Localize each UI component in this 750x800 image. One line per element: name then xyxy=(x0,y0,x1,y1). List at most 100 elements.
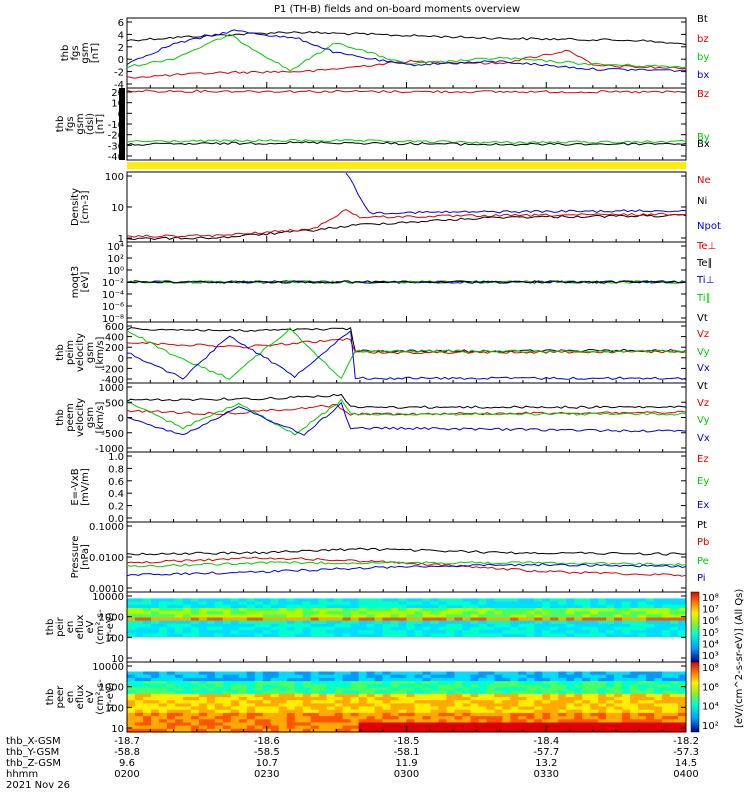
spectrogram-cell xyxy=(278,674,288,679)
spectrogram-cell xyxy=(606,697,615,701)
spectrogram-cell xyxy=(398,693,407,698)
spectrogram-cell xyxy=(270,703,280,708)
spectrogram-cell xyxy=(326,725,336,730)
spectrogram-cell xyxy=(462,671,471,676)
spectrogram-cell xyxy=(454,681,463,685)
spectrogram-cell xyxy=(486,674,495,679)
spectrogram-cell xyxy=(326,623,336,628)
spectrogram-cell xyxy=(638,690,647,695)
spectrogram-cell xyxy=(151,620,160,625)
spectrogram-cell xyxy=(262,709,272,714)
spectrogram-cell xyxy=(151,681,160,685)
spectrogram-cell xyxy=(622,700,631,704)
spectrogram-cell xyxy=(502,697,511,701)
spectrogram-cell xyxy=(494,674,503,679)
spectrogram-cell xyxy=(214,716,224,720)
spectrogram-cell xyxy=(294,607,304,612)
spectrogram-cell xyxy=(166,719,176,723)
spectrogram-cell xyxy=(494,728,503,733)
spectrogram-cell xyxy=(286,607,296,612)
spectrogram-cell xyxy=(238,671,248,676)
spectrogram-cell xyxy=(654,633,663,638)
spectrogram-cell xyxy=(430,604,439,609)
spectrogram-cell xyxy=(366,611,376,615)
spectrogram-cell xyxy=(143,693,152,698)
spectrogram-cell xyxy=(566,706,575,711)
spectrogram-cell xyxy=(406,627,415,631)
spectrogram-cell xyxy=(534,620,543,625)
spectrogram-cell xyxy=(135,697,144,701)
spectrogram-cell xyxy=(174,712,184,717)
spectrogram-cell xyxy=(398,728,407,733)
spectrogram-cell xyxy=(206,703,216,708)
spectrogram-cell xyxy=(270,611,280,615)
spectrogram-cell xyxy=(158,697,168,701)
spectrogram-cell xyxy=(646,630,655,634)
spectrogram-cell xyxy=(422,693,431,698)
spectrogram-cell xyxy=(446,630,455,634)
spectrogram-cell xyxy=(542,630,551,634)
spectrogram-cell xyxy=(326,693,336,698)
spectrogram-cell xyxy=(230,674,240,679)
spectrogram xyxy=(127,671,687,733)
legend-entry: Ey xyxy=(697,476,709,487)
spectrogram-cell xyxy=(630,633,639,638)
spectrogram-cell xyxy=(270,620,280,625)
spectrogram-cell xyxy=(143,601,152,606)
spectrogram-cell xyxy=(478,601,487,606)
spectrogram-cell xyxy=(630,617,639,622)
spectrogram-cell xyxy=(398,674,407,679)
y-tick-label: 100 xyxy=(105,633,124,644)
y-tick-label: 0 xyxy=(118,109,124,120)
y-tick-label: 0.8 xyxy=(108,464,124,475)
legend-entry: Vz xyxy=(697,398,709,409)
spectrogram-cell xyxy=(270,617,280,622)
spectrogram-cell xyxy=(366,722,376,727)
spectrogram-cell xyxy=(446,684,455,688)
spectrogram-cell xyxy=(518,700,527,704)
spectrogram-cell xyxy=(622,706,631,711)
spectrogram-cell xyxy=(230,611,240,615)
y-tick-label: 10⁻⁴ xyxy=(102,290,124,301)
spectrogram-cell xyxy=(190,617,200,622)
spectrogram-cell xyxy=(670,722,679,727)
spectrogram-cell xyxy=(518,607,527,612)
spectrogram-cell xyxy=(662,601,671,606)
spectrogram-cell xyxy=(198,693,208,698)
spectrogram-cell xyxy=(502,620,511,625)
spectrogram-cell xyxy=(270,604,280,609)
spectrogram-cell xyxy=(222,598,232,603)
spectrogram-cell xyxy=(302,716,312,720)
spectrogram-cell xyxy=(478,614,487,618)
spectrogram-cell xyxy=(206,687,216,692)
spectrogram-cell xyxy=(422,674,431,679)
y-tick-label: 200 xyxy=(105,343,124,354)
spectrogram-cell xyxy=(438,611,447,615)
spectrogram-cell xyxy=(510,687,519,692)
spectrogram-cell xyxy=(358,617,368,622)
spectrogram-cell xyxy=(246,709,256,714)
y-tick-label: -400 xyxy=(101,375,124,386)
spectrogram-cell xyxy=(646,693,655,698)
spectrogram-cell xyxy=(614,614,623,618)
spectrogram-cell xyxy=(470,627,479,631)
spectrogram-cell xyxy=(406,716,415,720)
spectrogram-cell xyxy=(182,684,192,688)
spectrogram-cell xyxy=(558,687,567,692)
spectrogram-cell xyxy=(638,614,647,618)
spectrogram-cell xyxy=(414,607,423,612)
spectrogram-cell xyxy=(638,601,647,606)
spectrogram-cell xyxy=(366,725,376,730)
spectrogram-cell xyxy=(358,712,368,717)
spectrogram-cell xyxy=(518,725,527,730)
spectrogram-cell xyxy=(318,687,328,692)
spectrogram-cell xyxy=(414,623,423,628)
spectrogram-cell xyxy=(430,677,439,682)
spectrogram-cell xyxy=(390,706,399,711)
spectrogram-cell xyxy=(630,630,639,634)
spectrogram-cell xyxy=(238,633,248,638)
spectrogram-cell xyxy=(390,604,399,609)
spectrogram-cell xyxy=(558,706,567,711)
spectrogram-cell xyxy=(294,693,304,698)
